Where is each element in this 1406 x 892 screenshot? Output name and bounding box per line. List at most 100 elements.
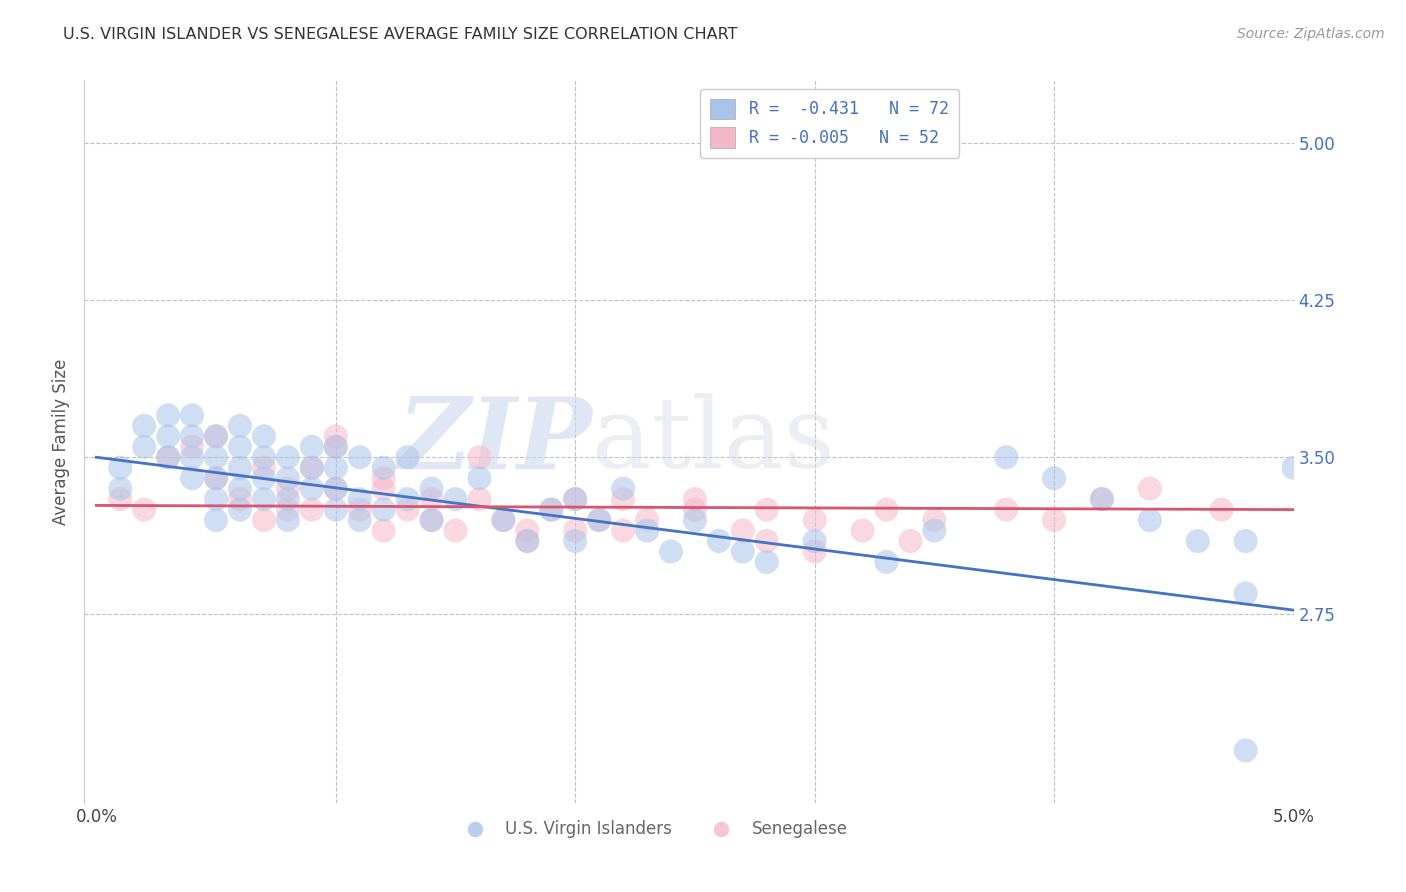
Point bbox=[636, 524, 658, 538]
Point bbox=[1139, 482, 1161, 496]
Point bbox=[803, 534, 825, 549]
Point bbox=[205, 471, 228, 485]
Point bbox=[253, 460, 276, 475]
Point bbox=[301, 502, 323, 516]
Point bbox=[157, 450, 180, 465]
Point bbox=[396, 492, 419, 507]
Point bbox=[205, 429, 228, 443]
Point bbox=[373, 524, 395, 538]
Point bbox=[803, 544, 825, 558]
Point bbox=[277, 513, 299, 527]
Point bbox=[229, 440, 252, 454]
Point bbox=[492, 513, 515, 527]
Point bbox=[157, 450, 180, 465]
Point bbox=[325, 429, 347, 443]
Point bbox=[349, 450, 371, 465]
Text: atlas: atlas bbox=[592, 393, 835, 490]
Point bbox=[731, 544, 754, 558]
Point bbox=[731, 524, 754, 538]
Point bbox=[205, 450, 228, 465]
Point bbox=[349, 492, 371, 507]
Point bbox=[157, 409, 180, 423]
Point bbox=[1234, 743, 1257, 757]
Point bbox=[277, 502, 299, 516]
Point bbox=[588, 513, 610, 527]
Point bbox=[683, 502, 706, 516]
Point bbox=[612, 482, 634, 496]
Point bbox=[325, 482, 347, 496]
Point bbox=[1043, 513, 1066, 527]
Point bbox=[325, 440, 347, 454]
Point bbox=[468, 492, 491, 507]
Point bbox=[755, 502, 778, 516]
Point bbox=[492, 513, 515, 527]
Point bbox=[468, 471, 491, 485]
Point bbox=[110, 460, 132, 475]
Point bbox=[205, 429, 228, 443]
Point bbox=[803, 513, 825, 527]
Point bbox=[420, 513, 443, 527]
Point bbox=[516, 534, 538, 549]
Point bbox=[564, 534, 586, 549]
Point bbox=[229, 482, 252, 496]
Point bbox=[396, 502, 419, 516]
Point bbox=[924, 513, 946, 527]
Point bbox=[229, 418, 252, 433]
Point bbox=[253, 429, 276, 443]
Point bbox=[134, 502, 156, 516]
Point bbox=[1187, 534, 1209, 549]
Point bbox=[205, 492, 228, 507]
Point bbox=[301, 440, 323, 454]
Legend: U.S. Virgin Islanders, Senegalese: U.S. Virgin Islanders, Senegalese bbox=[451, 814, 853, 845]
Point bbox=[277, 450, 299, 465]
Text: U.S. VIRGIN ISLANDER VS SENEGALESE AVERAGE FAMILY SIZE CORRELATION CHART: U.S. VIRGIN ISLANDER VS SENEGALESE AVERA… bbox=[63, 27, 738, 42]
Point bbox=[253, 471, 276, 485]
Point bbox=[325, 460, 347, 475]
Point bbox=[420, 482, 443, 496]
Point bbox=[1234, 534, 1257, 549]
Point bbox=[205, 471, 228, 485]
Point bbox=[612, 524, 634, 538]
Point bbox=[612, 492, 634, 507]
Point bbox=[325, 502, 347, 516]
Point bbox=[1282, 460, 1305, 475]
Point bbox=[995, 450, 1018, 465]
Point bbox=[110, 482, 132, 496]
Point bbox=[181, 440, 204, 454]
Point bbox=[683, 492, 706, 507]
Point bbox=[1091, 492, 1114, 507]
Point bbox=[110, 492, 132, 507]
Point bbox=[1211, 502, 1233, 516]
Point bbox=[924, 524, 946, 538]
Point bbox=[396, 450, 419, 465]
Point bbox=[1043, 471, 1066, 485]
Point bbox=[373, 460, 395, 475]
Point bbox=[277, 492, 299, 507]
Point bbox=[468, 450, 491, 465]
Point bbox=[564, 492, 586, 507]
Point bbox=[516, 524, 538, 538]
Point bbox=[253, 513, 276, 527]
Point bbox=[755, 534, 778, 549]
Point bbox=[229, 502, 252, 516]
Point bbox=[1234, 586, 1257, 600]
Point bbox=[707, 534, 730, 549]
Point bbox=[875, 502, 897, 516]
Point bbox=[301, 482, 323, 496]
Point bbox=[420, 492, 443, 507]
Point bbox=[229, 460, 252, 475]
Point bbox=[900, 534, 922, 549]
Point bbox=[659, 544, 682, 558]
Point bbox=[995, 502, 1018, 516]
Point bbox=[253, 450, 276, 465]
Point bbox=[349, 513, 371, 527]
Point bbox=[444, 524, 467, 538]
Point bbox=[683, 513, 706, 527]
Point bbox=[540, 502, 562, 516]
Point bbox=[564, 492, 586, 507]
Point bbox=[444, 492, 467, 507]
Point bbox=[851, 524, 873, 538]
Point bbox=[588, 513, 610, 527]
Point bbox=[277, 471, 299, 485]
Point bbox=[373, 471, 395, 485]
